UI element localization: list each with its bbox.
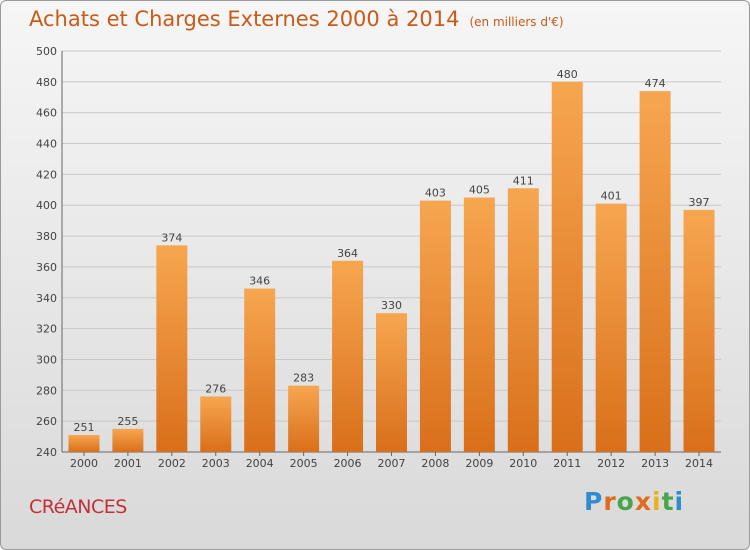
bar-2011 [551,81,583,452]
data-label: 401 [601,190,622,203]
data-label: 397 [689,196,710,209]
y-tick-label: 380 [36,230,57,243]
data-label: 364 [337,247,358,260]
data-labels: 251 255 374 276 346 283 364 330 403 405 411 480 401 4… [73,68,709,434]
commune-name: CRéANCES [29,496,127,518]
y-tick-label: 340 [36,292,57,305]
bar-2005 [288,385,320,452]
bar-2003 [200,396,232,452]
data-label: 251 [73,421,94,434]
y-tick-label: 480 [36,76,57,89]
chart-title: Achats et Charges Externes 2000 à 2014 (e… [29,7,564,31]
y-tick-label: 240 [36,446,57,459]
y-tick-label: 360 [36,261,57,274]
data-label: 276 [205,382,226,395]
bar-2007 [376,313,407,452]
x-tick-label: 2014 [685,457,713,470]
x-tick-label: 2011 [553,457,581,470]
x-tick-label: 2008 [421,457,449,470]
data-label: 405 [469,184,490,197]
proxiti-logo: Proxiti [584,487,685,516]
bar-2006 [332,260,364,452]
data-label: 374 [161,231,182,244]
bars [68,81,715,452]
data-label: 480 [557,68,578,81]
x-tick-label: 2009 [465,457,493,470]
y-tick-label: 400 [36,199,57,212]
chart-subtitle: (en milliers d'€) [469,15,564,29]
data-label: 403 [425,187,446,200]
bar-2004 [244,288,276,452]
data-label: 283 [293,372,314,385]
y-tick-label: 300 [36,353,57,366]
bar-2010 [507,188,539,452]
x-tick-label: 2001 [114,457,142,470]
bar-2000 [68,435,100,452]
bar-2009 [463,197,495,452]
x-tick-label: 2006 [334,457,362,470]
x-tick-label: 2013 [641,457,669,470]
data-label: 255 [117,415,138,428]
x-tick-label: 2005 [290,457,318,470]
x-tick-label: 2000 [70,457,98,470]
y-tick-label: 500 [36,45,57,58]
bar-2002 [156,245,188,452]
title-text: Achats et Charges Externes 2000 à 2014 [29,7,460,31]
bar-2008 [419,200,451,452]
data-label: 330 [381,299,402,312]
y-tick-label: 420 [36,168,57,181]
data-label: 346 [249,275,270,288]
x-tick-label: 2002 [158,457,186,470]
x-tick-label: 2004 [246,457,274,470]
y-tick-label: 280 [36,384,57,397]
data-label: 411 [513,174,534,187]
y-tick-label: 440 [36,138,57,151]
y-tick-label: 320 [36,323,57,336]
y-tick-label: 260 [36,415,57,428]
x-tick-label: 2012 [597,457,625,470]
bar-2012 [595,203,627,452]
bar-2001 [112,428,144,452]
x-tick-label: 2007 [378,457,406,470]
axes: 240 260 280 300 320 340 360 380 400 420 440 460 480 5… [36,45,721,470]
x-tick-label: 2003 [202,457,230,470]
x-tick-label: 2010 [509,457,537,470]
bar-2014 [683,209,715,452]
data-label: 474 [645,77,666,90]
y-tick-label: 460 [36,107,57,120]
bar-2013 [639,91,671,452]
